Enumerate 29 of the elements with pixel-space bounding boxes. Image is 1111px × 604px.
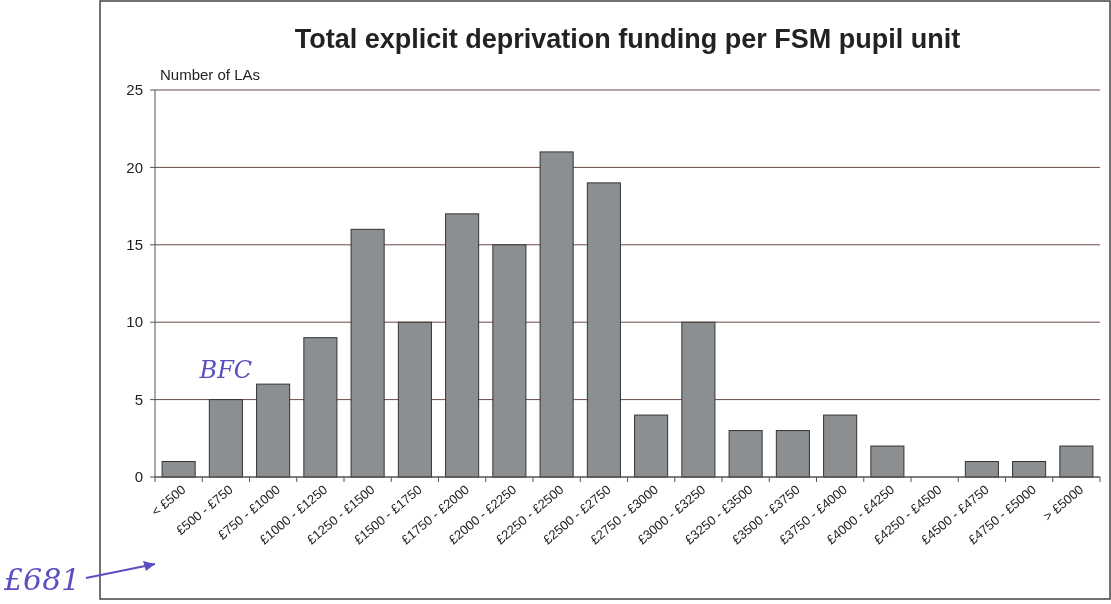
bar xyxy=(634,414,669,478)
y-axis-title: Number of LAs xyxy=(160,66,261,83)
bar xyxy=(1012,461,1047,478)
bar xyxy=(256,383,291,478)
bar xyxy=(586,182,621,478)
bar xyxy=(208,399,243,478)
bar xyxy=(492,244,527,478)
y-tick-label: 25 xyxy=(126,81,143,99)
chart-title: Total explicit deprivation funding per FSM pupil unit xyxy=(294,24,961,54)
bar xyxy=(397,321,432,478)
bar xyxy=(350,228,385,478)
bar xyxy=(728,430,763,478)
bar xyxy=(964,461,999,478)
annotation: BFC xyxy=(198,355,253,384)
bar xyxy=(823,414,858,478)
y-tick-label: 10 xyxy=(126,313,143,331)
bar xyxy=(1059,445,1094,478)
bar xyxy=(539,151,574,478)
bar xyxy=(870,445,905,478)
y-tick-label: 15 xyxy=(126,236,143,254)
bar xyxy=(445,213,480,478)
y-tick-label: 0 xyxy=(134,468,143,486)
bar xyxy=(681,321,716,478)
bar xyxy=(775,430,810,478)
text: £681 xyxy=(3,562,81,597)
bar xyxy=(161,461,196,478)
y-tick-label: 5 xyxy=(134,390,143,408)
y-tick-label: 20 xyxy=(126,158,143,176)
bar xyxy=(303,337,338,478)
